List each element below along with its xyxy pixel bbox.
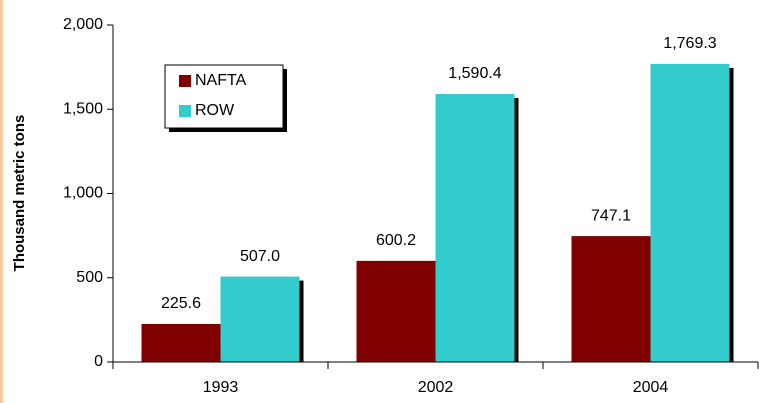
x-tick-label: 2004 bbox=[633, 379, 669, 396]
x-tick-label: 1993 bbox=[203, 379, 239, 396]
y-tick-label: 0 bbox=[94, 353, 103, 370]
bar bbox=[220, 276, 300, 362]
value-label: 747.1 bbox=[591, 207, 631, 224]
value-label: 225.6 bbox=[161, 295, 201, 312]
bar bbox=[435, 94, 515, 362]
y-tick-label: 500 bbox=[76, 269, 103, 286]
y-axis-label: Thousand metric tons bbox=[11, 115, 28, 272]
legend-label: ROW bbox=[195, 102, 235, 119]
legend-swatch bbox=[179, 75, 191, 87]
bar bbox=[356, 260, 436, 362]
y-tick-label: 1,000 bbox=[63, 185, 103, 202]
y-tick-label: 2,000 bbox=[63, 16, 103, 33]
page-edge bbox=[0, 0, 3, 403]
value-label: 1,590.4 bbox=[448, 65, 501, 82]
legend-swatch bbox=[179, 105, 191, 117]
x-tick-label: 2002 bbox=[418, 379, 454, 396]
bar bbox=[650, 63, 730, 362]
value-label: 1,769.3 bbox=[663, 35, 716, 52]
legend-label: NAFTA bbox=[195, 72, 247, 89]
value-label: 507.0 bbox=[240, 248, 280, 265]
value-label: 600.2 bbox=[376, 232, 416, 249]
y-tick-label: 1,500 bbox=[63, 100, 103, 117]
bar bbox=[571, 236, 651, 362]
bar bbox=[141, 323, 221, 362]
